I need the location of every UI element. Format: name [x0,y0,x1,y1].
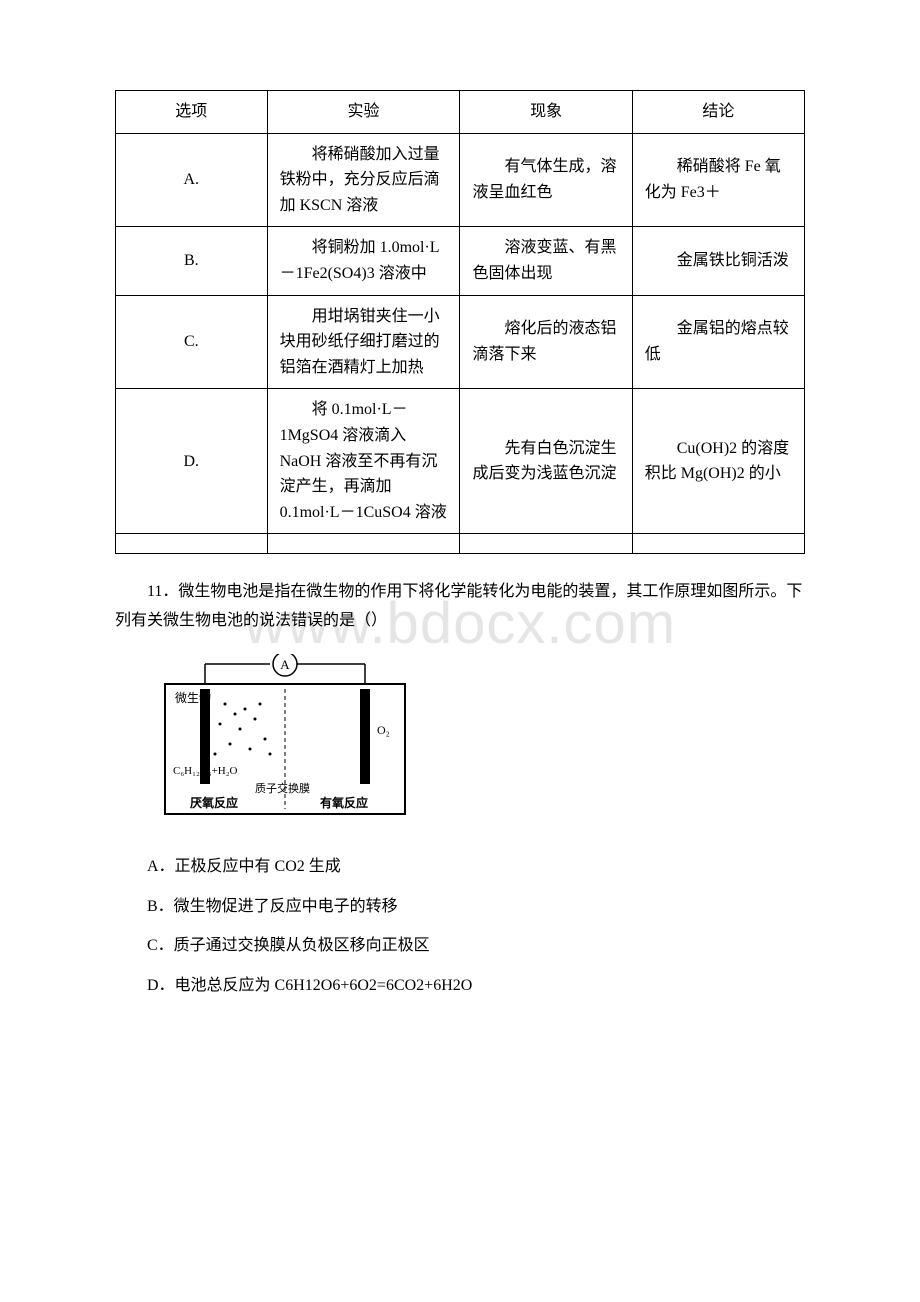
table-row: A. 将稀硝酸加入过量铁粉中，充分反应后滴加 KSCN 溶液 有气体生成，溶液呈… [116,133,805,227]
option-d: D．电池总反应为 C6H12O6+6O2=6CO2+6H2O [115,973,805,999]
cell-concl-d: Cu(OH)2 的溶度积比 Mg(OH)2 的小 [632,389,804,534]
anaerobic-label: 厌氧反应 [190,795,238,810]
cell-exp-c: 用坩埚钳夹住一小块用砂纸仔细打磨过的铝箔在酒精灯上加热 [267,295,460,389]
cell-option-c: C. [116,295,268,389]
cell-exp-b: 将铜粉加 1.0mol·L－1Fe2(SO4)3 溶液中 [267,227,460,295]
table-row: D. 将 0.1mol·L－1MgSO4 溶液滴入 NaOH 溶液至不再有沉淀产… [116,389,805,534]
cell-option-b: B. [116,227,268,295]
experiment-table: 选项 实验 现象 结论 A. 将稀硝酸加入过量铁粉中，充分反应后滴加 KSCN … [115,90,805,554]
content-wrapper: 选项 实验 现象 结论 A. 将稀硝酸加入过量铁粉中，充分反应后滴加 KSCN … [115,90,805,998]
header-experiment: 实验 [267,91,460,134]
battery-diagram: A 微生物 O₂ C₆H₁₂O₆+H₂O 质子交换膜 厌氧反应 有氧反应 [155,654,435,834]
table-empty-row [116,534,805,554]
cell-phenom-d: 先有白色沉淀生成后变为浅蓝色沉淀 [460,389,632,534]
header-option: 选项 [116,91,268,134]
cell-phenom-b: 溶液变蓝、有黑色固体出现 [460,227,632,295]
question-11-text: 11．微生物电池是指在微生物的作用下将化学能转化为电能的装置，其工作原理如图所示… [115,578,805,636]
ammeter-label: A [280,657,290,672]
cell-concl-c: 金属铝的熔点较低 [632,295,804,389]
cell-concl-b: 金属铁比铜活泼 [632,227,804,295]
cell-phenom-c: 熔化后的液态铝滴落下来 [460,295,632,389]
cell-exp-d: 将 0.1mol·L－1MgSO4 溶液滴入 NaOH 溶液至不再有沉淀产生，再… [267,389,460,534]
aerobic-label: 有氧反应 [320,795,368,810]
option-b: B．微生物促进了反应中电子的转移 [115,894,805,920]
microbe-label: 微生物 [175,691,211,705]
cell-concl-a: 稀硝酸将 Fe 氧化为 Fe3＋ [632,133,804,227]
o2-label: O₂ [377,723,390,737]
header-conclusion: 结论 [632,91,804,134]
diagram-svg: A 微生物 O₂ C₆H₁₂O₆+H₂O 质子交换膜 厌氧反应 有氧反应 [155,654,435,834]
cell-option-d: D. [116,389,268,534]
option-a: A．正极反应中有 CO2 生成 [115,854,805,880]
formula-label: C₆H₁₂O₆+H₂O [173,765,238,777]
cell-option-a: A. [116,133,268,227]
membrane-label: 质子交换膜 [255,781,310,795]
table-row: B. 将铜粉加 1.0mol·L－1Fe2(SO4)3 溶液中 溶液变蓝、有黑色… [116,227,805,295]
cell-phenom-a: 有气体生成，溶液呈血红色 [460,133,632,227]
table-header-row: 选项 实验 现象 结论 [116,91,805,134]
option-c: C．质子通过交换膜从负极区移向正极区 [115,933,805,959]
table-row: C. 用坩埚钳夹住一小块用砂纸仔细打磨过的铝箔在酒精灯上加热 熔化后的液态铝滴落… [116,295,805,389]
cell-exp-a: 将稀硝酸加入过量铁粉中，充分反应后滴加 KSCN 溶液 [267,133,460,227]
header-phenomenon: 现象 [460,91,632,134]
